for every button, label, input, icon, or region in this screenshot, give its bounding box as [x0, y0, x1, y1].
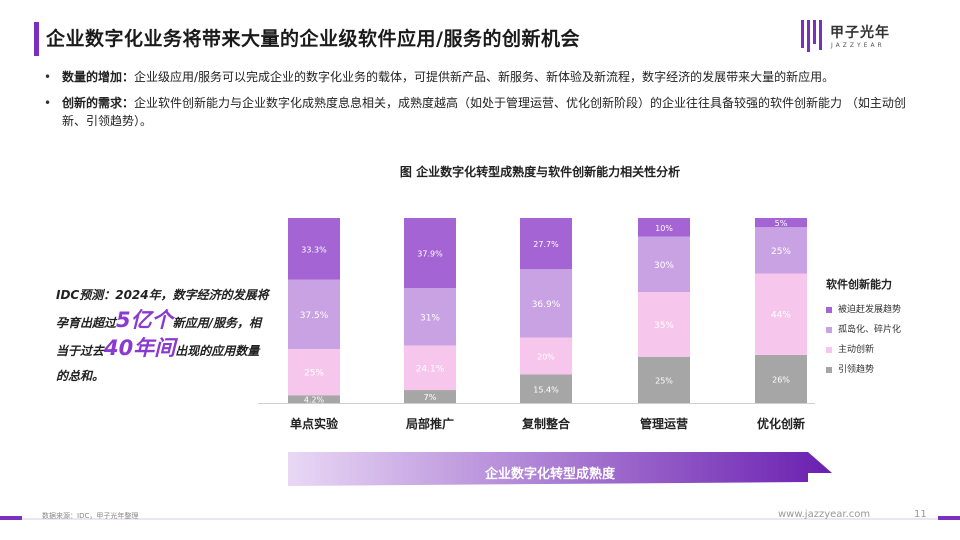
logo-text: 甲子光年 [830, 25, 890, 41]
callout-text: IDC预测：2024年，数字经济的发展将孕育出超过 [56, 288, 269, 330]
legend-swatch [826, 307, 832, 313]
legend-swatch [826, 347, 832, 353]
footer-accent-right [938, 516, 960, 520]
data-label: 26% [772, 375, 790, 384]
data-label: 44% [771, 311, 791, 321]
data-label: 35% [654, 321, 674, 331]
logo-subtext: JAZZYEAR [831, 42, 885, 49]
bar-segment [520, 218, 572, 270]
data-label: 7% [424, 393, 437, 402]
data-label: 31% [420, 313, 440, 323]
data-label: 15.4% [533, 385, 559, 394]
jazzyear-logo: 甲子光年 JAZZYEAR [800, 18, 920, 58]
data-label: 30% [654, 261, 674, 271]
bar-segment [755, 354, 807, 403]
page-number: 11 [914, 509, 927, 520]
bar-segment [755, 273, 807, 355]
chart-title: 图 企业数字化转型成熟度与软件创新能力相关性分析 [399, 165, 681, 179]
bar-segment [638, 356, 690, 403]
bar-segment [755, 218, 807, 228]
data-source: 数据来源：IDC，甲子光年整理 [42, 512, 139, 520]
data-label: 27.7% [533, 240, 559, 249]
category-label: 管理运营 [640, 416, 688, 431]
jazzyear-logo-icon [801, 20, 822, 52]
bar-segment [638, 236, 690, 292]
bar-segment [520, 337, 572, 375]
page-title: 企业数字化业务将带来大量的企业级软件应用/服务的创新机会 [46, 28, 580, 50]
idc-callout: IDC预测：2024年，数字经济的发展将孕育出超过5亿个新应用/服务，相当于过去… [56, 283, 271, 389]
data-label: 20% [537, 353, 555, 362]
bar-segment [288, 348, 340, 396]
bullet-item: 数量的增加：企业级应用/服务可以完成企业的数字化业务的载体，可提供新产品、新服务… [44, 68, 924, 86]
bar-segment [288, 218, 340, 280]
bullet-list: 数量的增加：企业级应用/服务可以完成企业的数字化业务的载体，可提供新产品、新服务… [44, 68, 924, 138]
bullet-text: 企业级应用/服务可以完成企业的数字化业务的载体，可提供新产品、新服务、新体验及新… [134, 70, 835, 84]
legend-label: 引领趋势 [838, 365, 875, 375]
bar-segment [404, 218, 456, 289]
legend-label: 孤岛化、碎片化 [838, 325, 902, 335]
bar-segment [520, 374, 572, 403]
data-label: 5% [775, 219, 788, 228]
bar-segment [404, 288, 456, 346]
legend-title: 软件创新能力 [826, 278, 892, 291]
data-label: 25% [771, 247, 791, 257]
data-label: 37.5% [300, 311, 329, 321]
legend-label: 被迫赶发展趋势 [838, 305, 902, 315]
category-label: 优化创新 [757, 416, 805, 431]
data-label: 25% [304, 369, 324, 379]
bar-segment [638, 292, 690, 357]
category-label: 复制整合 [521, 416, 571, 431]
callout-text: 出现的应用数量的总和。 [56, 344, 260, 383]
footer-accent-left [0, 516, 22, 520]
chart-legend: 软件创新能力 被迫赶发展趋势 孤岛化、碎片化 主动创新引领趋势 [826, 276, 901, 382]
legend-item: 孤岛化、碎片化 [826, 322, 901, 338]
category-label: 局部推广 [406, 416, 454, 431]
maturity-arrow-label: 企业数字化转型成熟度 [484, 467, 615, 482]
legend-label: 主动创新 [838, 345, 875, 355]
data-label: 36.9% [532, 300, 561, 310]
legend-item: 主动创新 [826, 342, 901, 358]
data-label: 25% [655, 376, 673, 385]
legend-item: 被迫赶发展趋势 [826, 302, 901, 318]
data-label: 33.3% [301, 245, 327, 254]
bar-segment [755, 227, 807, 274]
callout-highlight: 40年间 [104, 336, 176, 360]
data-label: 37.9% [417, 250, 443, 259]
bar-segment [288, 395, 340, 403]
bullet-heading: 数量的增加： [62, 70, 135, 84]
bar-segment [288, 279, 340, 349]
bullet-text: 企业软件创新能力与企业数字化成熟度息息相关，成熟度越高（如处于管理运营、优化创新… [62, 96, 906, 128]
category-label: 单点实验 [290, 416, 339, 431]
maturity-arrow [288, 452, 832, 486]
bar-segment [520, 269, 572, 338]
callout-highlight: 5亿个 [116, 308, 173, 332]
footer-divider [0, 518, 960, 520]
bar-segment [404, 390, 456, 403]
bullet-item: 创新的需求：企业软件创新能力与企业数字化成熟度息息相关，成熟度越高（如处于管理运… [44, 94, 924, 130]
bar-segment [404, 345, 456, 391]
legend-item: 引领趋势 [826, 362, 901, 378]
callout-text: 新应用/服务，相当于过去 [56, 316, 262, 358]
legend-swatch [826, 327, 832, 333]
title-accent-bar [34, 22, 39, 56]
bar-segment [638, 218, 690, 237]
legend-swatch [826, 367, 832, 373]
data-label: 10% [655, 224, 673, 233]
website-link[interactable]: www.jazzyear.com [778, 509, 871, 520]
bullet-heading: 创新的需求： [62, 96, 135, 110]
data-label: 4.2% [304, 396, 325, 405]
data-label: 24.1% [416, 364, 445, 374]
